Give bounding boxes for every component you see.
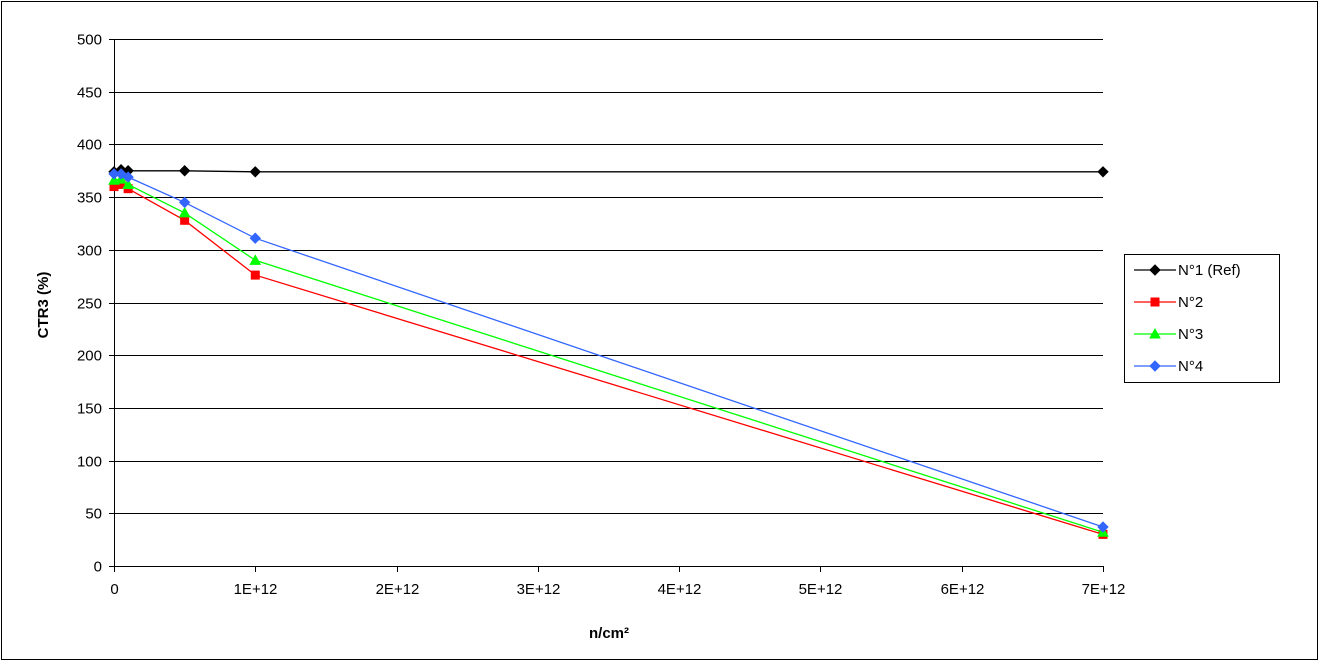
legend: N°1 (Ref) N°2 N°3 N°4 — [1124, 254, 1280, 383]
gridlines — [114, 39, 1103, 514]
axes — [109, 39, 1104, 572]
x-tick-label: 2E+12 — [376, 581, 420, 598]
legend-item: N°2 — [1134, 294, 1203, 311]
y-tick-labels: 0 50 100 150 200 250 300 350 400 450 500 — [77, 32, 102, 576]
y-tick-label: 50 — [85, 506, 102, 523]
y-tick-label: 150 — [77, 401, 102, 418]
legend-label: N°2 — [1178, 294, 1203, 311]
legend-label: N°3 — [1178, 326, 1203, 343]
y-tick-label: 250 — [77, 296, 102, 313]
x-tick-label: 3E+12 — [517, 581, 561, 598]
x-tick-label: 6E+12 — [941, 581, 985, 598]
data-point — [178, 206, 191, 218]
series-group — [108, 163, 1109, 539]
y-axis-title: CTR3 (%) — [35, 272, 52, 339]
series-4 — [108, 168, 1109, 533]
data-point — [1097, 166, 1109, 178]
x-tick-label: 4E+12 — [658, 581, 702, 598]
y-tick-label: 300 — [77, 243, 102, 260]
y-tick-label: 200 — [77, 348, 102, 365]
data-point — [249, 232, 261, 244]
y-tick-label: 400 — [77, 137, 102, 154]
x-tick-labels: 0 1E+12 2E+12 3E+12 4E+12 5E+12 6E+12 7E+12 — [110, 581, 1125, 598]
legend-item: N°4 — [1134, 358, 1203, 375]
data-point — [249, 166, 261, 178]
data-point — [1097, 521, 1109, 533]
data-point — [249, 254, 262, 265]
legend-item: N°1 (Ref) — [1134, 262, 1241, 279]
x-tick-label: 0 — [110, 581, 118, 598]
legend-marker — [1149, 327, 1161, 339]
y-tick-label: 0 — [94, 559, 102, 576]
legend-label: N°4 — [1178, 358, 1203, 375]
legend-box — [1124, 254, 1280, 383]
x-axis-title: n/cm² — [589, 625, 629, 642]
data-point — [122, 171, 134, 183]
data-point — [122, 178, 134, 189]
y-tick-label: 450 — [77, 85, 102, 102]
data-point — [178, 196, 191, 209]
legend-item: N°3 — [1134, 326, 1203, 343]
legend-label: N°1 (Ref) — [1178, 262, 1241, 279]
data-point — [180, 215, 190, 225]
y-tick-label: 350 — [77, 190, 102, 207]
series-3 — [108, 173, 1109, 537]
data-point — [250, 270, 260, 280]
y-tick-label: 100 — [77, 454, 102, 471]
legend-marker — [1150, 297, 1160, 307]
legend-marker — [1149, 264, 1161, 276]
x-tick-label: 7E+12 — [1082, 581, 1126, 598]
x-tick-label: 1E+12 — [234, 581, 278, 598]
x-tick-label: 5E+12 — [799, 581, 843, 598]
data-point — [178, 165, 191, 177]
y-tick-label: 500 — [77, 32, 102, 49]
legend-marker — [1149, 360, 1161, 372]
